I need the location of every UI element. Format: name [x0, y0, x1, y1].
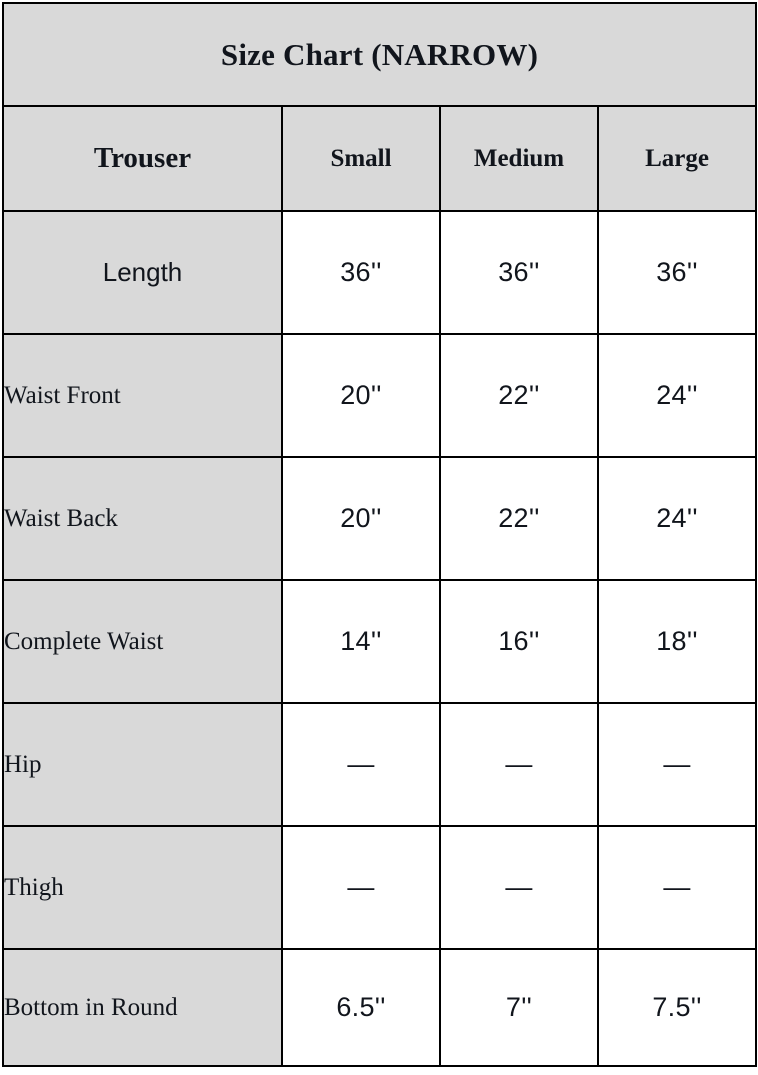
cell-thigh-large: — [596, 825, 758, 950]
row-label-waist-back: Waist Back [2, 456, 283, 581]
table-row: Waist Front 20'' 22'' 24'' [2, 333, 758, 458]
column-header-medium: Medium [439, 105, 599, 212]
cell-length-medium: 36'' [439, 210, 599, 335]
column-header-large: Large [596, 105, 758, 212]
cell-complete-waist-small: 14'' [281, 579, 441, 704]
cell-hip-medium: — [439, 702, 599, 827]
cell-complete-waist-large: 18'' [596, 579, 758, 704]
table-row: Waist Back 20'' 22'' 24'' [2, 456, 758, 581]
cell-waist-front-medium: 22'' [439, 333, 599, 458]
cell-thigh-medium: — [439, 825, 599, 950]
title-row: Size Chart (NARROW) [1, 2, 758, 107]
cell-waist-front-small: 20'' [281, 333, 441, 458]
cell-length-small: 36'' [281, 210, 441, 335]
table-row: Hip — — — [2, 702, 758, 827]
table-row: Thigh — — — [2, 825, 758, 950]
row-label-thigh: Thigh [2, 825, 283, 950]
table-row: Length 36'' 36'' 36'' [2, 210, 758, 335]
header-row: Trouser Small Medium Large [2, 105, 758, 212]
cell-waist-back-medium: 22'' [439, 456, 599, 581]
row-label-complete-waist: Complete Waist [2, 579, 283, 704]
row-label-length: Length [2, 210, 283, 335]
cell-bottom-in-round-medium: 7'' [439, 948, 599, 1067]
table-row: Bottom in Round 6.5'' 7'' 7.5'' [2, 948, 758, 1067]
cell-waist-back-large: 24'' [596, 456, 758, 581]
row-label-hip: Hip [2, 702, 283, 827]
cell-hip-large: — [596, 702, 758, 827]
cell-waist-back-small: 20'' [281, 456, 441, 581]
row-label-waist-front: Waist Front [2, 333, 283, 458]
chart-title: Size Chart (NARROW) [1, 2, 758, 107]
cell-bottom-in-round-large: 7.5'' [596, 948, 758, 1067]
column-header-small: Small [281, 105, 441, 212]
row-label-bottom-in-round: Bottom in Round [2, 948, 283, 1067]
cell-length-large: 36'' [596, 210, 758, 335]
cell-waist-front-large: 24'' [596, 333, 758, 458]
column-header-measurement: Trouser [2, 105, 283, 212]
cell-complete-waist-medium: 16'' [439, 579, 599, 704]
table-row: Complete Waist 14'' 16'' 18'' [2, 579, 758, 704]
cell-thigh-small: — [281, 825, 441, 950]
cell-bottom-in-round-small: 6.5'' [281, 948, 441, 1067]
cell-hip-small: — [281, 702, 441, 827]
